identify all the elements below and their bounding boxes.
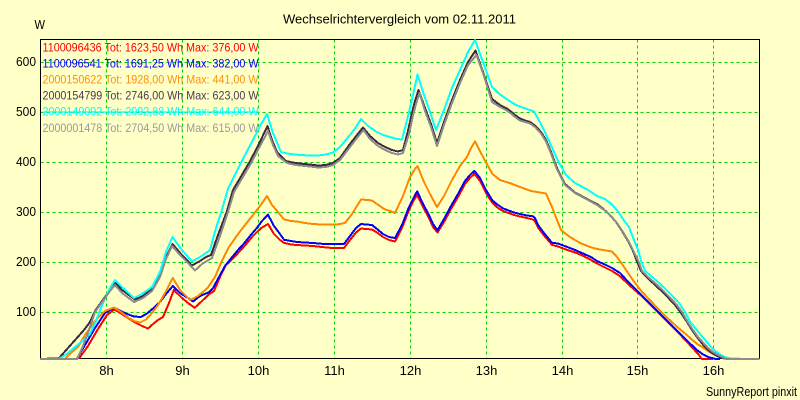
svg-text:100: 100 bbox=[16, 304, 36, 319]
svg-text:11h: 11h bbox=[324, 363, 345, 378]
svg-text:200: 200 bbox=[16, 254, 36, 269]
svg-text:1100096541 Tot: 1691,25 Wh Max: 1100096541 Tot: 1691,25 Wh Max: 382,00 W bbox=[43, 56, 260, 70]
svg-text:600: 600 bbox=[16, 54, 36, 69]
svg-text:500: 500 bbox=[16, 104, 36, 119]
svg-text:16h: 16h bbox=[703, 363, 725, 378]
svg-text:300: 300 bbox=[16, 204, 36, 219]
svg-text:SunnyReport pinxit: SunnyReport pinxit bbox=[706, 384, 797, 399]
svg-text:2000150622 Tot: 1928,00 Wh Max: 2000150622 Tot: 1928,00 Wh Max: 441,00 W bbox=[43, 73, 260, 87]
svg-text:15h: 15h bbox=[627, 363, 649, 378]
svg-text:400: 400 bbox=[16, 154, 36, 169]
svg-text:12h: 12h bbox=[400, 363, 422, 378]
svg-text:1100096436 Tot: 1623,50 Wh Max: 1100096436 Tot: 1623,50 Wh Max: 376,00 W bbox=[43, 40, 260, 54]
svg-text:9h: 9h bbox=[175, 363, 189, 378]
svg-text:W: W bbox=[35, 17, 46, 32]
svg-text:2000154799 Tot: 2746,00 Wh Max: 2000154799 Tot: 2746,00 Wh Max: 623,00 W bbox=[43, 89, 260, 103]
svg-text:10h: 10h bbox=[248, 363, 270, 378]
svg-text:2000149092 Tot: 2092,88 Wh Max: 2000149092 Tot: 2092,88 Wh Max: 644,00 W bbox=[43, 105, 260, 119]
svg-text:14h: 14h bbox=[552, 363, 574, 378]
svg-text:Wechselrichtervergleich vom 02: Wechselrichtervergleich vom 02.11.2011 bbox=[283, 12, 516, 27]
svg-text:2000001478 Tot: 2704,50 Wh Max: 2000001478 Tot: 2704,50 Wh Max: 615,00 W bbox=[43, 121, 260, 135]
svg-text:8h: 8h bbox=[99, 363, 113, 378]
svg-text:13h: 13h bbox=[476, 363, 498, 378]
